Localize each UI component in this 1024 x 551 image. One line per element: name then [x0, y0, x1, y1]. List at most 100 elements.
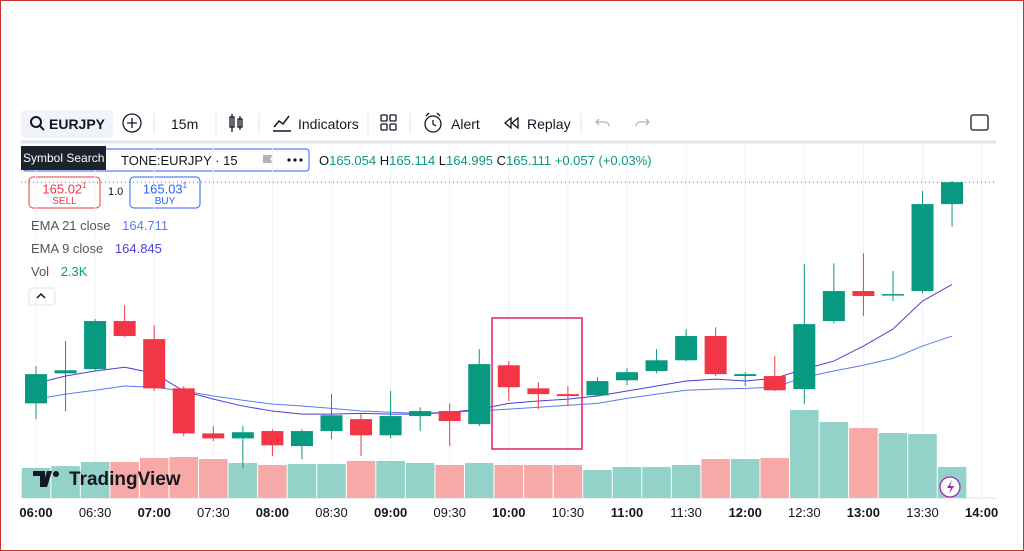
legend-name: EMA 9 close	[31, 241, 104, 256]
symbol-button-bg[interactable]	[21, 110, 113, 138]
candle-body	[881, 294, 904, 296]
volume-bar	[760, 457, 790, 498]
legend-value: 2.3K	[60, 264, 88, 279]
volume-bar	[464, 462, 494, 498]
volume-bar	[642, 467, 671, 498]
candle-body	[409, 411, 432, 417]
volume-bar	[139, 457, 169, 498]
volume-bar	[701, 459, 730, 498]
symbol-legend-title[interactable]: TONE:EURJPY · 15	[121, 153, 238, 168]
volume-bar	[376, 460, 405, 498]
candle-body	[320, 415, 343, 432]
collapse-icon	[36, 292, 46, 299]
volume-bar	[908, 434, 937, 498]
buy-price: 165.03	[142, 181, 183, 197]
x-tick-label: 08:30	[315, 505, 348, 520]
volume-bar	[583, 469, 612, 498]
candle-body	[734, 374, 757, 377]
sell-button[interactable]	[28, 176, 101, 209]
candle-body	[616, 372, 638, 381]
volume-bar	[169, 457, 199, 498]
indicators-button[interactable]: Indicators	[298, 116, 359, 132]
time-axis: 06:00 06:30 07:00 07:30 08:00 08:30 09:00 09:30…	[19, 505, 998, 520]
candle-body	[497, 365, 520, 388]
logo: TradingView	[33, 469, 181, 490]
redo-icon[interactable]	[635, 118, 650, 127]
search-icon	[39, 125, 45, 131]
interval[interactable]: 15m	[171, 116, 199, 132]
ohlc-key: O	[319, 153, 330, 168]
volume-bar	[199, 459, 228, 498]
change: +0.057	[554, 153, 595, 168]
buy-button[interactable]	[129, 176, 201, 209]
alert-button[interactable]: Alert	[451, 116, 480, 132]
legend-name: Vol	[31, 264, 50, 279]
volume-bar	[671, 464, 701, 498]
x-tick-label: 13:30	[906, 505, 939, 520]
candle-body	[379, 416, 402, 436]
buy-label: BUY	[154, 196, 176, 208]
candle-body	[172, 388, 195, 434]
buy-info: 165.031 BUY	[130, 179, 200, 208]
candle-body	[84, 321, 107, 370]
volume-bar	[346, 460, 376, 498]
x-tick-label: 12:00	[729, 505, 762, 520]
indicators-icon[interactable]	[273, 115, 291, 132]
alert-icon[interactable]	[424, 115, 442, 133]
quantity[interactable]: 1.0	[108, 186, 124, 198]
fullscreen-icon[interactable]	[970, 114, 989, 131]
replay-button[interactable]: Replay	[527, 116, 571, 132]
layout-icon[interactable]	[380, 114, 397, 131]
volume-bar	[228, 462, 258, 498]
annotation-rectangle[interactable]	[491, 317, 583, 450]
replay-icon[interactable]	[503, 116, 519, 130]
x-tick-label: 11:30	[670, 505, 702, 520]
ohlc-value: 165.054	[329, 153, 377, 168]
volume-bar	[435, 464, 464, 498]
search-icon	[30, 116, 42, 128]
ema21-legend: EMA 21 close 164.711	[31, 218, 168, 233]
candle-body	[438, 411, 461, 422]
volume-bar	[849, 428, 878, 498]
compare-icon[interactable]	[122, 113, 142, 133]
candle-body	[675, 336, 698, 361]
candle-body	[793, 324, 816, 390]
candle-body	[350, 419, 373, 436]
x-tick-label: 12:30	[788, 505, 821, 520]
logo-text: TradingView	[69, 469, 181, 490]
volume-bar	[878, 433, 908, 498]
x-tick-label: 09:30	[433, 505, 466, 520]
undo-icon[interactable]	[595, 118, 610, 127]
x-tick-label: 06:30	[79, 505, 112, 520]
candle-body	[25, 374, 47, 404]
volume-bar	[258, 464, 287, 498]
x-tick-label: 10:30	[552, 505, 585, 520]
candle-body	[113, 321, 136, 337]
candle-body	[231, 432, 254, 439]
x-tick-label: 08:00	[256, 505, 289, 520]
flag-icon[interactable]	[263, 155, 273, 163]
candle-body	[54, 370, 77, 374]
candle-body	[911, 204, 934, 292]
lightning-icon	[947, 480, 954, 494]
ohlc-value: 164.995	[446, 153, 494, 168]
x-tick-label: 14:00	[965, 505, 998, 520]
ohlc-key: H	[379, 153, 390, 168]
symbol-name[interactable]: EURJPY	[49, 116, 106, 132]
sell-info: 165.021 SELL	[29, 179, 100, 208]
x-tick-label: 11:00	[611, 505, 644, 520]
ema9-legend: EMA 9 close 164.845	[31, 241, 162, 256]
collapse-button[interactable]	[28, 287, 56, 306]
legend-name: EMA 21 close	[31, 218, 111, 233]
compare-icon	[127, 118, 137, 128]
more-icon[interactable]	[287, 158, 303, 162]
chart-type-icon[interactable]	[229, 114, 243, 132]
volume-bar	[494, 464, 524, 498]
candle-body	[143, 339, 166, 389]
volume-bar	[819, 422, 849, 498]
x-tick-label: 07:30	[197, 505, 230, 520]
volume-legend: Vol 2.3K	[31, 264, 87, 279]
volume-bar	[287, 464, 317, 498]
